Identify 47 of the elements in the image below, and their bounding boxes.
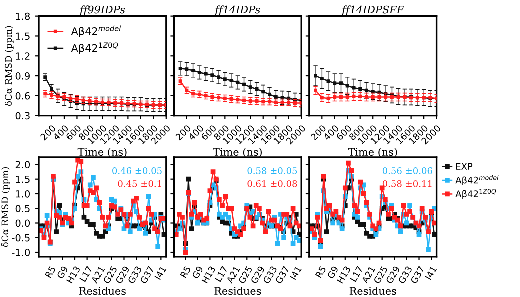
y-tick-label: -0.5 xyxy=(12,234,30,242)
x-tick-label: 600 xyxy=(200,124,217,141)
y-axis-title: δCα RMSD (ppm) xyxy=(2,167,10,248)
x-axis-title: Time (ns) xyxy=(213,148,262,158)
annotation: 0.61 ±0.08 xyxy=(248,180,298,188)
x-tick-label: R5 xyxy=(315,266,326,278)
y-tick-label: 0.5 xyxy=(16,205,30,212)
y-tick-label: 2.0 xyxy=(16,161,30,169)
legend-label: EXP xyxy=(456,163,473,170)
y-axis-title: δCα RMSD (ppm) xyxy=(5,26,14,106)
x-tick-label: I41 xyxy=(425,266,438,280)
x-tick-label: 600 xyxy=(336,124,352,141)
chart-title: ff14IDPSFF xyxy=(341,6,404,16)
x-axis-title: Residues xyxy=(350,287,396,296)
x-tick-label: G9 xyxy=(56,266,68,280)
x-tick-label: 600 xyxy=(66,124,82,141)
x-axis-title: Residues xyxy=(79,287,126,296)
legend-label: Aβ42$^{1Z0Q}$ xyxy=(456,189,496,200)
y-tick-label: 1.5 xyxy=(16,176,30,184)
x-axis-title: Time (ns) xyxy=(348,148,398,158)
annotation: 0.58 ±0.11 xyxy=(382,180,432,188)
annotation: 0.58 ±0.05 xyxy=(248,168,298,174)
x-tick-label: G9 xyxy=(192,266,204,280)
annotation: 0.56 ±0.06 xyxy=(382,168,432,174)
y-tick-label: 0.3 xyxy=(16,112,30,120)
y-tick-label: 1.5 xyxy=(16,32,30,40)
chart-title: ff14IDPs xyxy=(214,6,260,16)
legend-label: Aβ42$^{model}$ xyxy=(456,175,499,186)
y-tick-label: 0.6 xyxy=(16,92,30,100)
y-tick-label: 1.2 xyxy=(16,52,30,60)
x-axis-title: Time (ns) xyxy=(78,148,127,158)
x-tick-label: I41 xyxy=(154,266,167,280)
x-tick-label: R5 xyxy=(45,266,56,278)
y-tick-label: 1.8 xyxy=(16,12,30,20)
chart-title: ff99IDPs xyxy=(79,6,126,16)
x-axis-title: Residues xyxy=(214,287,262,296)
annotation: 0.46 ±0.05 xyxy=(112,168,162,174)
legend-label: Aβ42$^{model}$ xyxy=(71,26,122,38)
x-tick-label: R5 xyxy=(180,266,192,278)
x-tick-label: I41 xyxy=(290,266,302,280)
annotation: 0.45 ±0.1 xyxy=(118,180,162,188)
y-tick-label: 1.0 xyxy=(16,190,30,198)
y-tick-label: -1.0 xyxy=(12,248,30,256)
legend-label: Aβ42$^{1Z0Q}$ xyxy=(71,42,118,54)
y-tick-label: 0.0 xyxy=(16,220,30,228)
x-tick-label: G9 xyxy=(327,266,339,280)
y-tick-label: 0.9 xyxy=(16,72,30,80)
